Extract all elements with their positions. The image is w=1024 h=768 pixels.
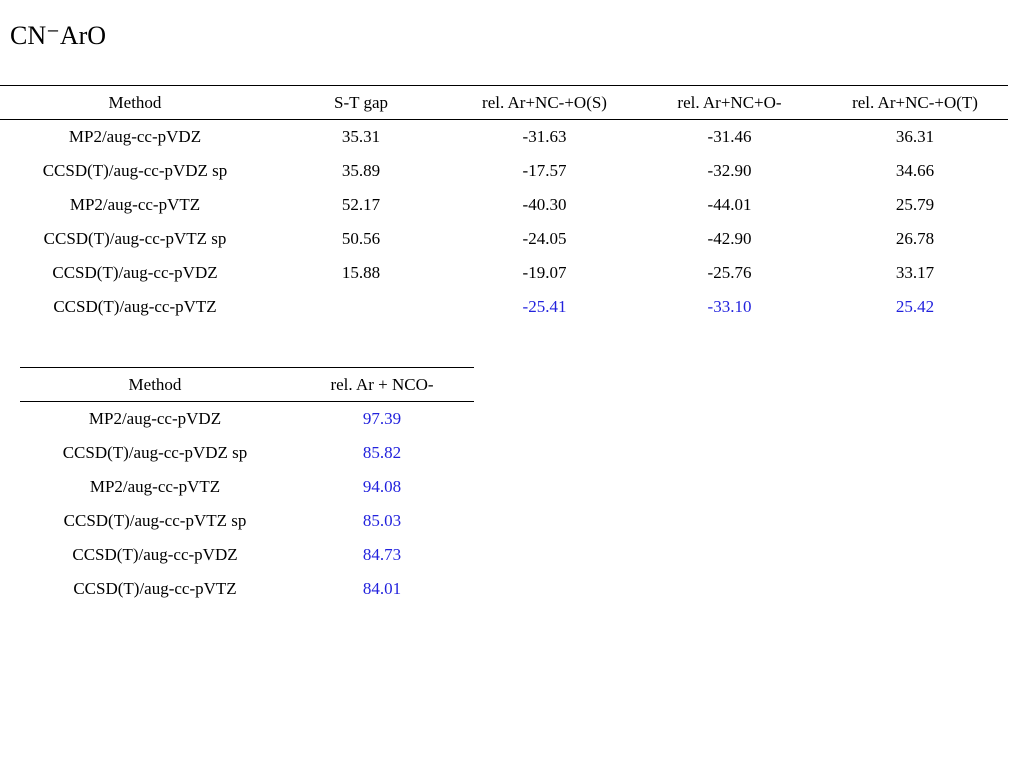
table-cell-highlighted: 85.03 — [362, 511, 402, 530]
table-cell-highlighted: 85.82 — [362, 443, 402, 462]
table-cell-highlighted: 84.01 — [362, 579, 402, 598]
table-header-row: Method rel. Ar + NCO- — [20, 367, 474, 402]
table-cell-highlighted: -25.41 — [522, 297, 567, 316]
table-cell: 35.31 — [341, 127, 381, 146]
energy-table: Method S-T gap rel. Ar+NC-+O(S) rel. Ar+… — [0, 85, 1008, 324]
table-cell: MP2/aug-cc-pVDZ — [88, 409, 222, 428]
table-cell — [270, 290, 452, 324]
table-cell-highlighted: 97.39 — [362, 409, 402, 428]
table-cell: -42.90 — [707, 229, 752, 248]
table-cell: 52.17 — [341, 195, 381, 214]
table-cell: CCSD(T)/aug-cc-pVDZ sp — [42, 161, 228, 180]
table-cell: CCSD(T)/aug-cc-pVTZ sp — [43, 229, 227, 248]
table-cell: -31.63 — [522, 127, 567, 146]
table-cell: 15.88 — [341, 263, 381, 282]
column-header-rel-ar-nc-o-minus: rel. Ar+NC+O- — [637, 85, 822, 120]
table-cell: -44.01 — [707, 195, 752, 214]
table-cell: -19.07 — [522, 263, 567, 282]
table-cell-highlighted: -33.10 — [707, 297, 752, 316]
table-cell: 36.31 — [895, 127, 935, 146]
table-cell: -25.76 — [707, 263, 752, 282]
table-cell: CCSD(T)/aug-cc-pVTZ — [73, 579, 237, 598]
table-cell: MP2/aug-cc-pVTZ — [69, 195, 201, 214]
column-header-rel-ar-nco-minus: rel. Ar + NCO- — [290, 367, 474, 402]
table-cell-highlighted: 94.08 — [362, 477, 402, 496]
table-row: CCSD(T)/aug-cc-pVTZ 84.01 — [20, 572, 474, 606]
table-cell: 33.17 — [895, 263, 935, 282]
table-cell: CCSD(T)/aug-cc-pVDZ — [72, 545, 238, 564]
table-cell: CCSD(T)/aug-cc-pVTZ — [53, 297, 217, 316]
table-cell: 25.79 — [895, 195, 935, 214]
nco-energy-table: Method rel. Ar + NCO- MP2/aug-cc-pVDZ 97… — [20, 367, 474, 606]
table-cell-highlighted: 25.42 — [895, 297, 935, 316]
table-cell: 35.89 — [341, 161, 381, 180]
table-row: CCSD(T)/aug-cc-pVTZ sp 50.56 -24.05 -42.… — [0, 222, 1008, 256]
table-cell-highlighted: 84.73 — [362, 545, 402, 564]
table-cell: -40.30 — [522, 195, 567, 214]
table-cell: -17.57 — [522, 161, 567, 180]
column-header-st-gap: S-T gap — [270, 85, 452, 120]
column-header-method: Method — [20, 367, 290, 402]
page-title: CN⁻ArO — [10, 21, 107, 50]
table-cell: -31.46 — [707, 127, 752, 146]
table-cell: -32.90 — [707, 161, 752, 180]
column-header-rel-ar-nc-minus-o-t: rel. Ar+NC-+O(T) — [822, 85, 1008, 120]
table-row: CCSD(T)/aug-cc-pVDZ sp 35.89 -17.57 -32.… — [0, 154, 1008, 188]
table-row: CCSD(T)/aug-cc-pVDZ 84.73 — [20, 538, 474, 572]
table-header-row: Method S-T gap rel. Ar+NC-+O(S) rel. Ar+… — [0, 85, 1008, 120]
table-cell: 50.56 — [341, 229, 381, 248]
table-row: MP2/aug-cc-pVDZ 97.39 — [20, 402, 474, 437]
table-row: CCSD(T)/aug-cc-pVDZ sp 85.82 — [20, 436, 474, 470]
table-row: MP2/aug-cc-pVDZ 35.31 -31.63 -31.46 36.3… — [0, 120, 1008, 155]
table-row: MP2/aug-cc-pVTZ 94.08 — [20, 470, 474, 504]
table-cell: CCSD(T)/aug-cc-pVDZ sp — [62, 443, 248, 462]
table-cell: MP2/aug-cc-pVTZ — [89, 477, 221, 496]
table-cell: 34.66 — [895, 161, 935, 180]
table-cell: CCSD(T)/aug-cc-pVDZ — [52, 263, 218, 282]
table-row: CCSD(T)/aug-cc-pVTZ sp 85.03 — [20, 504, 474, 538]
table-cell: 26.78 — [895, 229, 935, 248]
column-header-method: Method — [0, 85, 270, 120]
table-row: CCSD(T)/aug-cc-pVTZ -25.41 -33.10 25.42 — [0, 290, 1008, 324]
column-header-rel-ar-nc-minus-o-s: rel. Ar+NC-+O(S) — [452, 85, 637, 120]
table-row: CCSD(T)/aug-cc-pVDZ 15.88 -19.07 -25.76 … — [0, 256, 1008, 290]
table-cell: -24.05 — [522, 229, 567, 248]
table-row: MP2/aug-cc-pVTZ 52.17 -40.30 -44.01 25.7… — [0, 188, 1008, 222]
table-cell: MP2/aug-cc-pVDZ — [68, 127, 202, 146]
table-cell: CCSD(T)/aug-cc-pVTZ sp — [63, 511, 247, 530]
